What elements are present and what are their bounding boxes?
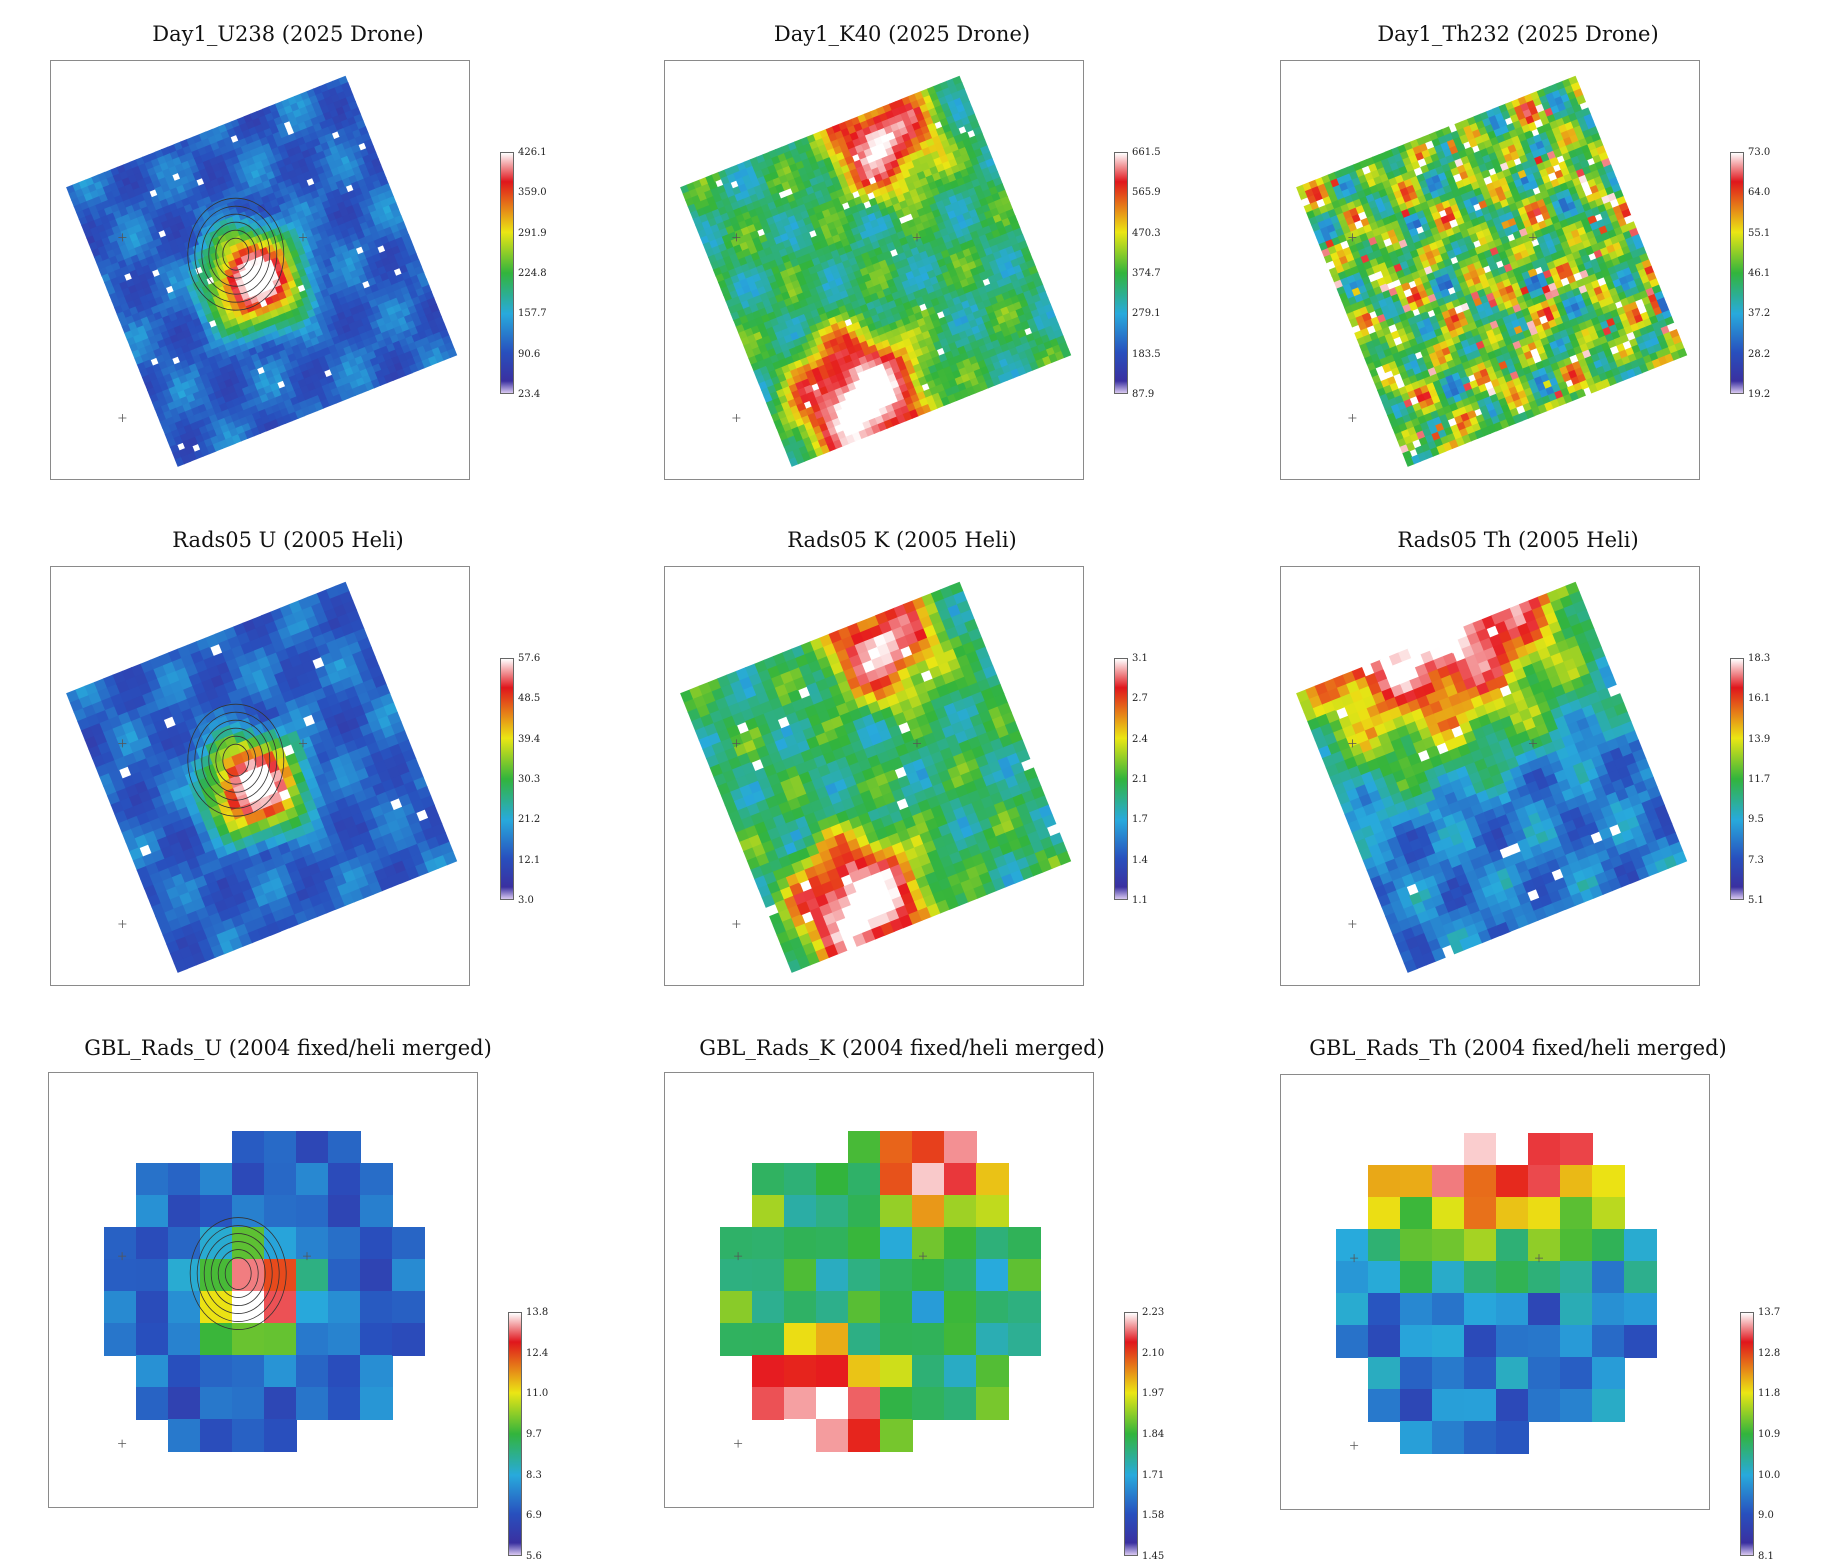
map-frame — [50, 60, 470, 480]
colorbar-tick-label: 565.9 — [1132, 188, 1161, 198]
heatmap-plot — [1281, 61, 1701, 481]
colorbar — [500, 152, 514, 394]
panel-title: Day1_Th232 (2025 Drone) — [1278, 22, 1758, 46]
colorbar-tick-label: 183.5 — [1132, 350, 1161, 360]
colorbar — [1114, 152, 1128, 394]
axis-crosshair — [732, 414, 740, 422]
map-frame — [1280, 60, 1700, 480]
colorbar-tick-label: 426.1 — [518, 148, 547, 158]
colorbar-tick-label: 23.4 — [518, 390, 540, 400]
map-frame — [664, 60, 1084, 480]
colorbar-tick-label: 279.1 — [1132, 309, 1161, 319]
axis-crosshair — [118, 414, 126, 422]
colorbar-tick-label: 157.7 — [518, 309, 547, 319]
colorbar-tick-label: 359.0 — [518, 188, 547, 198]
heatmap-plot — [51, 61, 471, 481]
colorbar-tick-label: 87.9 — [1132, 390, 1154, 400]
colorbar-tick-label: 90.6 — [518, 350, 540, 360]
map-panel: Day1_K40 (2025 Drone) 661.5 565.9 470.3 374.… — [662, 22, 1222, 512]
colorbar-tick-label: 470.3 — [1132, 229, 1161, 239]
map-panel: Day1_U238 (2025 Drone) 426.1 359.0 291.9 224… — [48, 22, 608, 512]
panel-title: Day1_U238 (2025 Drone) — [48, 22, 528, 46]
panel-title: Day1_K40 (2025 Drone) — [662, 22, 1142, 46]
heatmap-plot — [665, 61, 1085, 481]
colorbar-tick-label: 224.8 — [518, 269, 547, 279]
colorbar-tick-label: 661.5 — [1132, 148, 1161, 158]
colorbar-tick-label: 374.7 — [1132, 269, 1161, 279]
colorbar-tick-label: 291.9 — [518, 229, 547, 239]
